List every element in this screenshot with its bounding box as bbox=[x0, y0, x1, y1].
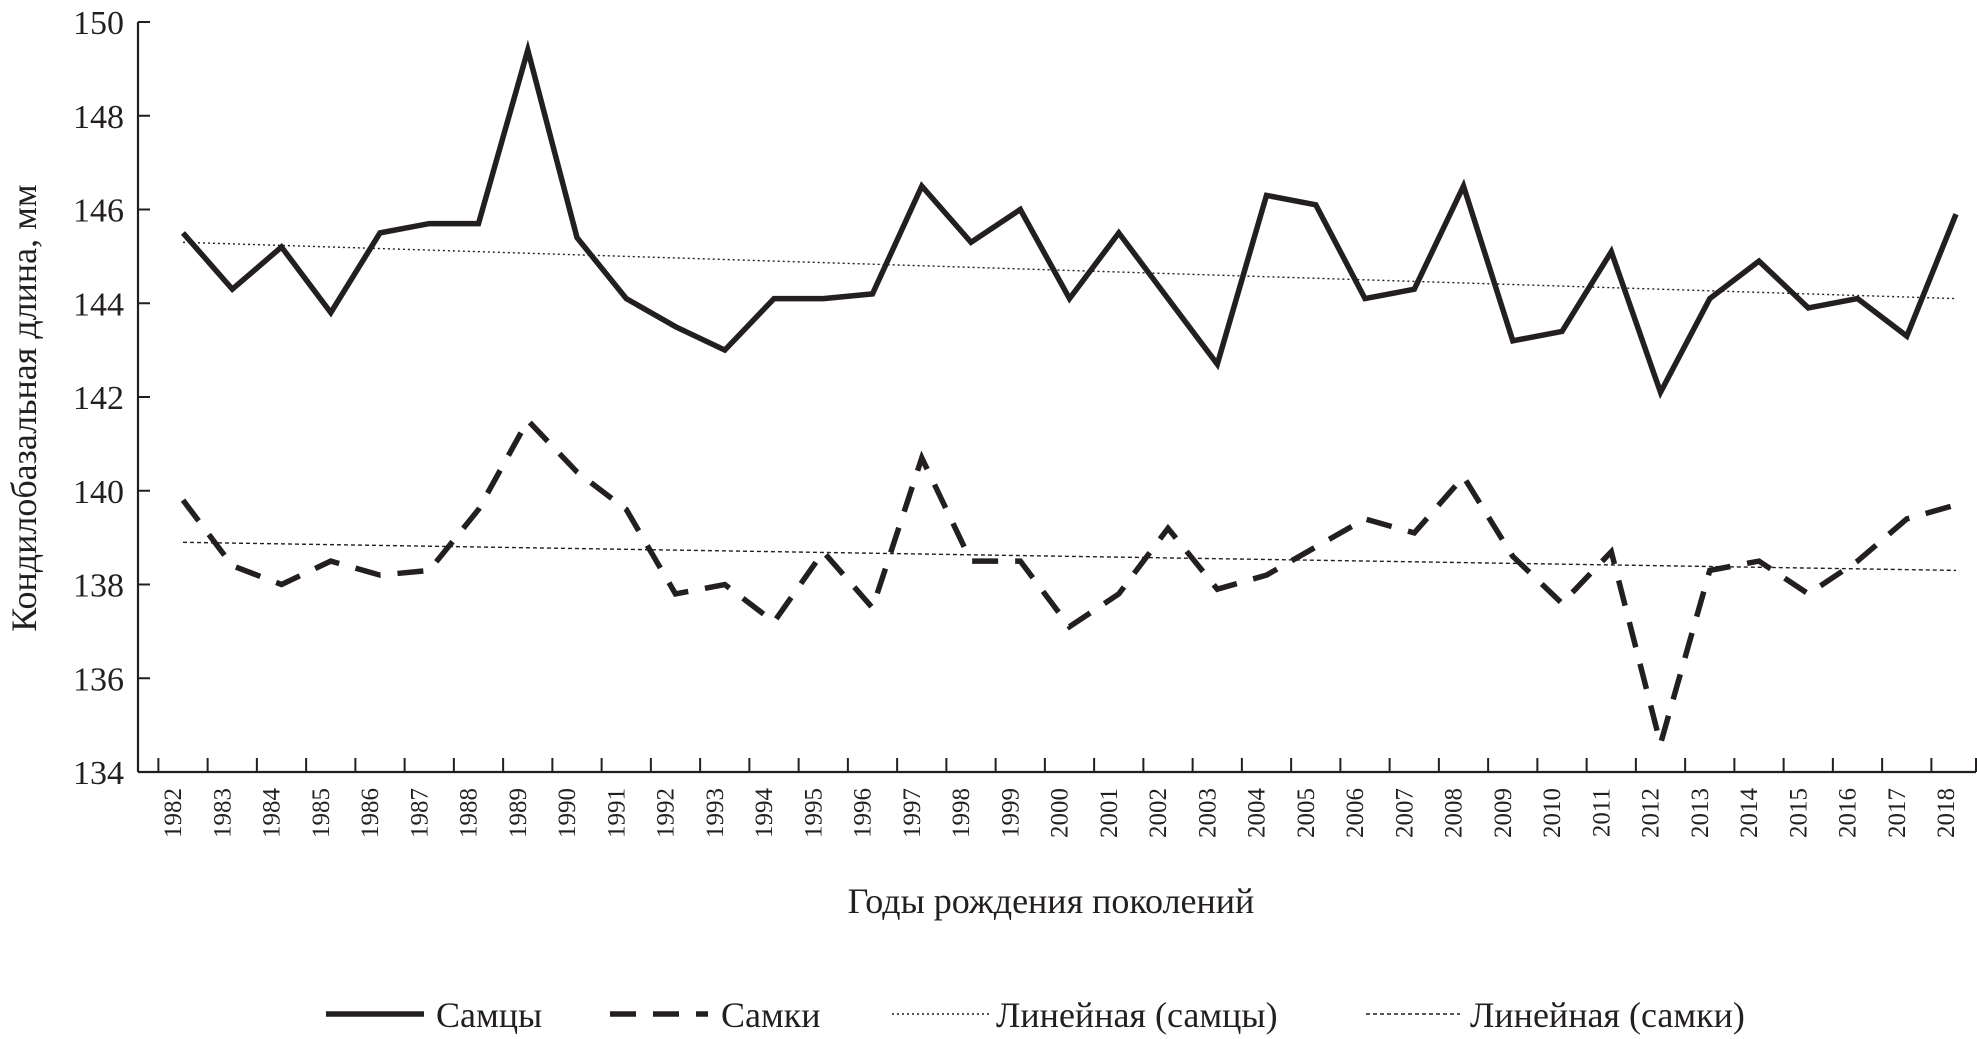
x-tick-label: 2000 bbox=[1047, 788, 1074, 838]
x-tick-label: 2014 bbox=[1736, 788, 1763, 839]
axes bbox=[136, 22, 1976, 774]
x-tick-label: 1985 bbox=[308, 788, 335, 838]
y-tick-label: 140 bbox=[73, 474, 124, 511]
x-tick-label: 1992 bbox=[653, 788, 680, 838]
x-tick-label: 2016 bbox=[1835, 788, 1862, 838]
x-tick-label: 2012 bbox=[1638, 788, 1665, 838]
x-tick-label: 2010 bbox=[1539, 788, 1566, 838]
series-line-2 bbox=[182, 241, 1957, 300]
y-tick-label: 146 bbox=[73, 193, 124, 230]
x-tick-label: 2008 bbox=[1441, 788, 1468, 838]
x-tick-label: 1999 bbox=[997, 788, 1024, 838]
series-line-0 bbox=[180, 39, 1959, 400]
legend: Самцы Самки Линейная (самцы) Линейная (самк… bbox=[326, 995, 1745, 1035]
legend-label: Линейная (самцы) bbox=[996, 995, 1278, 1035]
x-ticks: 1982 1983 1984 1985 1986 1987 1988 1989 1990 1991… bbox=[157, 758, 1977, 839]
x-tick-label: 2011 bbox=[1588, 788, 1615, 837]
x-tick-label: 1997 bbox=[899, 788, 926, 838]
series-line-3 bbox=[182, 541, 1957, 572]
x-tick-label: 2013 bbox=[1687, 788, 1714, 838]
y-tick-label: 142 bbox=[73, 380, 124, 417]
x-tick-label: 2006 bbox=[1342, 788, 1369, 838]
y-axis-title: Кондилобазальная длина, мм bbox=[4, 184, 44, 631]
x-tick-label: 1987 bbox=[406, 788, 433, 838]
x-tick-label: 2001 bbox=[1096, 788, 1123, 838]
plot-area bbox=[180, 39, 1959, 755]
y-tick-label: 144 bbox=[73, 286, 124, 323]
legend-label: Самцы bbox=[436, 995, 542, 1035]
x-tick-label: 1993 bbox=[702, 788, 729, 838]
x-tick-label: 2003 bbox=[1194, 788, 1221, 838]
x-tick-label: 2017 bbox=[1884, 788, 1911, 838]
x-tick-label: 2005 bbox=[1293, 788, 1320, 838]
x-tick-label: 1983 bbox=[209, 788, 236, 838]
x-tick-label: 2018 bbox=[1933, 788, 1960, 838]
y-ticks: 134 136 138 140 142 144 146 148 150 bbox=[73, 5, 150, 792]
y-tick-label: 134 bbox=[73, 755, 124, 792]
x-tick-label: 1996 bbox=[850, 788, 877, 838]
y-tick-label: 138 bbox=[73, 568, 124, 605]
y-tick-label: 150 bbox=[73, 5, 124, 42]
x-tick-label: 1994 bbox=[751, 788, 778, 839]
x-tick-label: 2009 bbox=[1490, 788, 1517, 838]
x-tick-label: 1984 bbox=[259, 788, 286, 839]
y-tick-label: 148 bbox=[73, 99, 124, 136]
x-tick-label: 2015 bbox=[1785, 788, 1812, 838]
legend-label: Самки bbox=[721, 995, 821, 1035]
x-tick-label: 1988 bbox=[456, 788, 483, 838]
x-tick-label: 2007 bbox=[1391, 788, 1418, 838]
x-axis-title: Годы рождения поколений bbox=[848, 881, 1255, 921]
x-tick-label: 1986 bbox=[357, 788, 384, 838]
x-tick-label: 1990 bbox=[554, 788, 581, 838]
series-line-1 bbox=[180, 415, 1957, 755]
x-tick-label: 1989 bbox=[505, 788, 532, 838]
x-tick-label: 1998 bbox=[948, 788, 975, 838]
y-tick-label: 136 bbox=[73, 661, 124, 698]
x-tick-label: 1982 bbox=[160, 788, 187, 838]
x-tick-label: 2004 bbox=[1244, 788, 1271, 839]
x-tick-label: 2002 bbox=[1145, 788, 1172, 838]
x-tick-label: 1991 bbox=[603, 788, 630, 838]
x-tick-label: 1995 bbox=[800, 788, 827, 838]
legend-label: Линейная (самки) bbox=[1470, 995, 1745, 1035]
